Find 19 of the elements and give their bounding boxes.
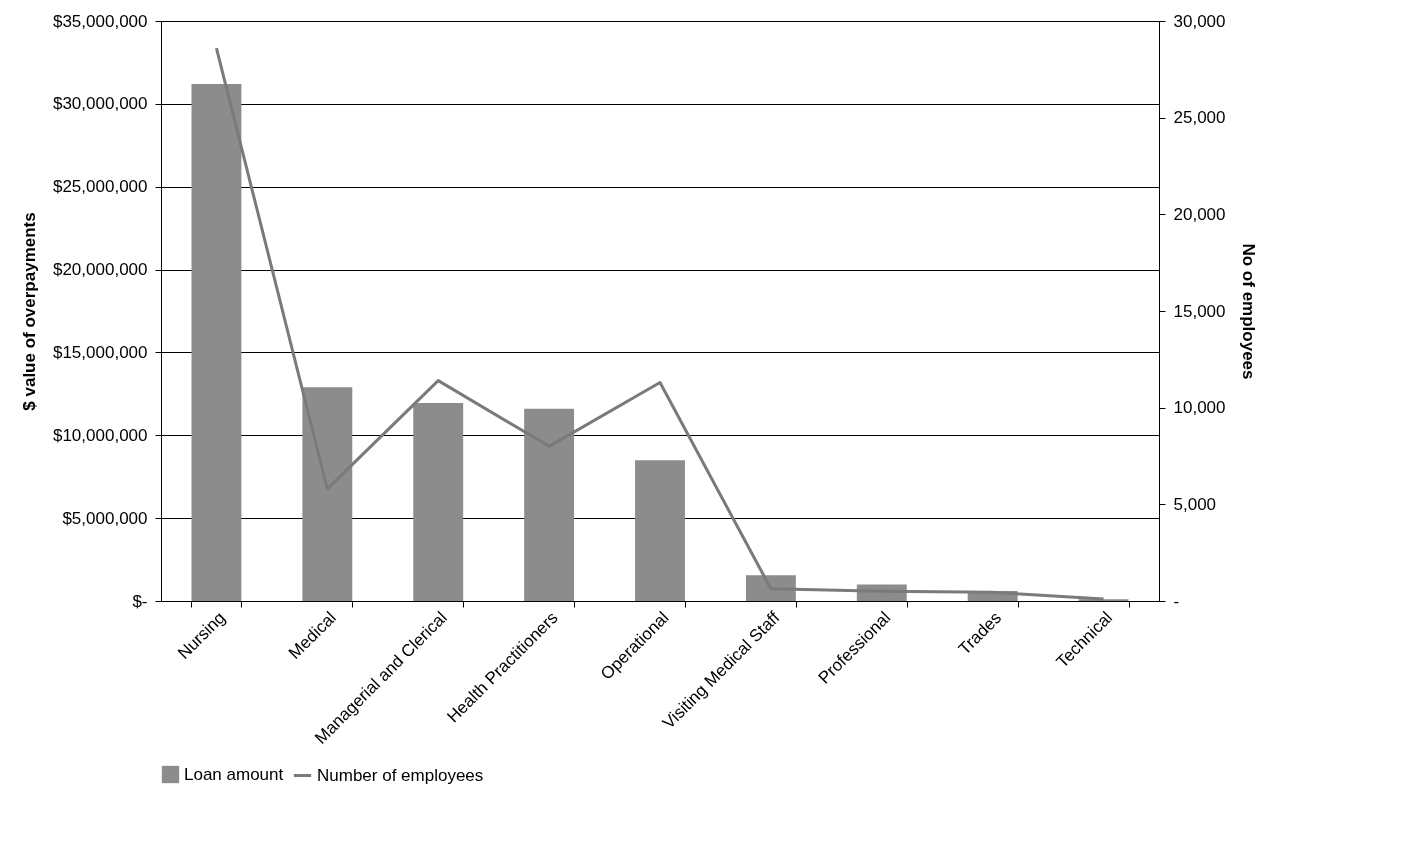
y-tick-label: $5,000,000	[62, 508, 148, 528]
legend-label: Loan amount	[184, 764, 284, 784]
y-tick-label: $30,000,000	[52, 94, 148, 114]
y2-tick-label: 30,000	[1173, 11, 1226, 31]
y2-axis-title: No of employees	[1239, 243, 1259, 380]
y2-tick-label: 10,000	[1173, 398, 1226, 418]
y-tick-label: $-	[132, 591, 148, 611]
legend-label: Number of employees	[317, 765, 484, 785]
y-tick-label: $25,000,000	[52, 177, 148, 197]
y-tick-label: $20,000,000	[52, 260, 148, 280]
y-tick-label: $10,000,000	[52, 425, 148, 445]
y2-tick-label: 15,000	[1173, 301, 1226, 321]
y2-tick-label: 5,000	[1173, 494, 1217, 514]
y-tick-label: $15,000,000	[52, 342, 148, 362]
y2-tick-label: 25,000	[1173, 108, 1226, 128]
y2-tick-label: 20,000	[1173, 204, 1226, 224]
y2-tick-label: -	[1173, 591, 1180, 611]
y-tick-label: $35,000,000	[52, 11, 148, 31]
y-axis-title: $ value of overpayments	[19, 212, 39, 411]
